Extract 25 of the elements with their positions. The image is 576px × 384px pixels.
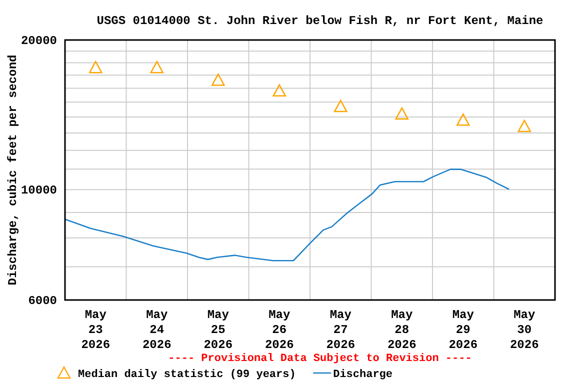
legend-label: Discharge [333,369,393,381]
x-tick-label: May 27 2026 [326,308,356,352]
x-tick-label: May 25 2026 [204,308,233,352]
y-tick-label: 10000 [20,184,57,198]
x-tick-label: May 24 2026 [142,308,172,352]
y-axis-title: Discharge, cubic feet per second [6,54,20,286]
x-tick-label: May 28 2026 [387,308,416,352]
point [88,60,102,74]
legend-label: Median daily statistic (99 years) [78,369,296,381]
y-tick-label: 6000 [28,294,57,308]
x-tick-label: May 26 2026 [264,308,294,352]
point [518,120,532,132]
line-series [64,168,510,262]
chart-title: USGS 01014000 St. John River below Fish R, nr Fort Kent, Maine [96,14,544,28]
point [272,84,286,97]
x-tick-label: May 23 2026 [81,308,110,352]
point [456,113,470,126]
text: ---- Provisional Data Subject to Revision ---- [168,353,472,365]
point [395,107,409,120]
x-tick-label: May 30 2026 [510,308,539,352]
y-tick-label: 20000 [20,34,57,48]
x-tick-label: May 29 2026 [448,308,478,352]
point [150,60,164,74]
point [211,74,225,86]
point [334,100,348,112]
